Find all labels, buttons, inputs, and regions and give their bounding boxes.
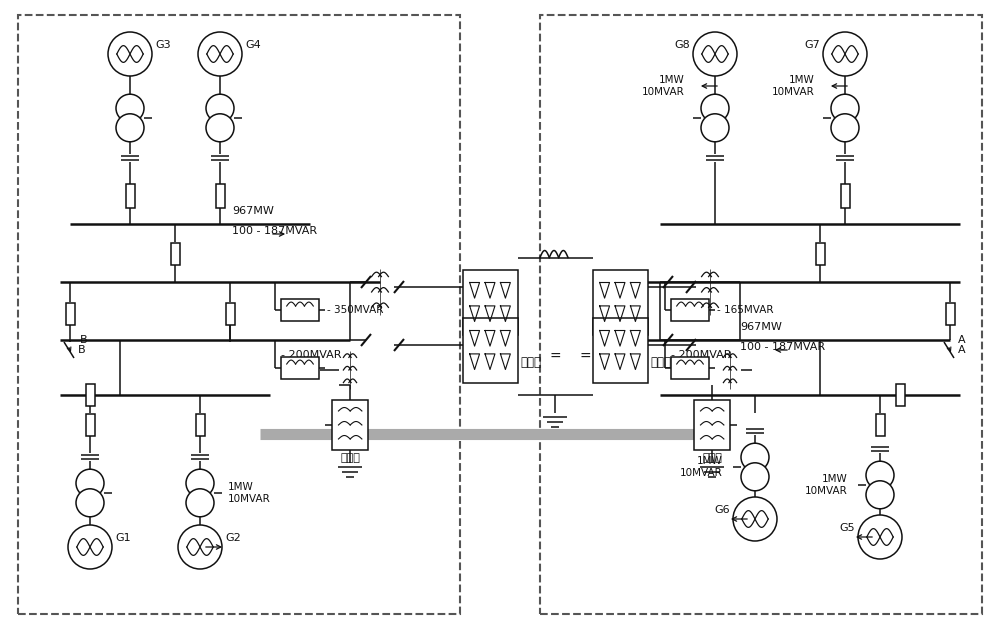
Bar xyxy=(671,299,709,321)
Text: 967MW: 967MW xyxy=(740,322,782,332)
Bar xyxy=(462,269,518,335)
Bar xyxy=(281,357,319,379)
Bar xyxy=(592,269,648,335)
Text: G8: G8 xyxy=(674,40,690,50)
Circle shape xyxy=(831,114,859,142)
Circle shape xyxy=(858,515,902,559)
Bar xyxy=(840,184,850,208)
Circle shape xyxy=(116,94,144,122)
Text: A: A xyxy=(958,335,966,345)
Text: - 165MVAR: - 165MVAR xyxy=(717,305,774,315)
Text: 1MW
10MVAR: 1MW 10MVAR xyxy=(772,75,815,97)
Bar xyxy=(592,318,648,382)
Bar xyxy=(86,384,94,406)
Text: 1MW
10MVAR: 1MW 10MVAR xyxy=(805,474,848,496)
Text: G3: G3 xyxy=(155,40,171,50)
Bar xyxy=(540,15,982,614)
Bar xyxy=(281,299,319,321)
Circle shape xyxy=(108,32,152,76)
Text: - 350MVAR: - 350MVAR xyxy=(327,305,383,315)
Bar xyxy=(876,414,885,436)
Circle shape xyxy=(186,489,214,517)
Circle shape xyxy=(206,94,234,122)
Bar xyxy=(694,400,730,450)
Text: G5: G5 xyxy=(839,523,855,533)
Bar xyxy=(66,303,74,325)
Bar xyxy=(226,303,234,325)
Bar xyxy=(896,384,904,406)
Circle shape xyxy=(823,32,867,76)
Text: G7: G7 xyxy=(804,40,820,50)
Text: B: B xyxy=(80,335,88,345)
Text: =: = xyxy=(549,350,561,364)
Text: 100 - 187MVAR: 100 - 187MVAR xyxy=(232,226,317,236)
Text: 100 - 187MVAR: 100 - 187MVAR xyxy=(740,342,825,352)
Circle shape xyxy=(186,469,214,497)
Bar xyxy=(816,243,824,265)
Text: 1MW
10MVAR: 1MW 10MVAR xyxy=(680,456,723,478)
Text: A: A xyxy=(958,345,966,355)
Text: G2: G2 xyxy=(225,533,241,543)
Circle shape xyxy=(693,32,737,76)
Text: - 200MVAR: - 200MVAR xyxy=(281,350,342,360)
Text: G6: G6 xyxy=(714,505,730,515)
Text: 整流器: 整流器 xyxy=(520,355,541,369)
Circle shape xyxy=(198,32,242,76)
Text: - 200MVAR: - 200MVAR xyxy=(671,350,732,360)
Text: G4: G4 xyxy=(245,40,261,50)
Circle shape xyxy=(741,463,769,491)
Text: 1MW
10MVAR: 1MW 10MVAR xyxy=(228,482,271,504)
Circle shape xyxy=(206,114,234,142)
Circle shape xyxy=(866,481,894,509)
Circle shape xyxy=(701,94,729,122)
Bar xyxy=(462,318,518,382)
Text: 逆变器: 逆变器 xyxy=(650,355,671,369)
Text: =: = xyxy=(579,350,591,364)
Circle shape xyxy=(178,525,222,569)
Bar xyxy=(216,184,224,208)
Bar xyxy=(126,184,134,208)
Circle shape xyxy=(701,114,729,142)
Text: 1MW
10MVAR: 1MW 10MVAR xyxy=(642,75,685,97)
Circle shape xyxy=(76,469,104,497)
Circle shape xyxy=(741,443,769,471)
Circle shape xyxy=(831,94,859,122)
Bar xyxy=(946,303,954,325)
Bar xyxy=(18,15,460,614)
Bar xyxy=(332,400,368,450)
Text: 滤波器: 滤波器 xyxy=(702,453,722,463)
Bar xyxy=(86,414,94,436)
Circle shape xyxy=(76,489,104,517)
Circle shape xyxy=(866,461,894,489)
Circle shape xyxy=(68,525,112,569)
Text: G1: G1 xyxy=(115,533,131,543)
Bar xyxy=(170,243,180,265)
Bar xyxy=(671,357,709,379)
Circle shape xyxy=(733,497,777,541)
Bar xyxy=(196,414,205,436)
Text: 967MW: 967MW xyxy=(232,206,274,216)
Text: 滤波器: 滤波器 xyxy=(340,453,360,463)
Circle shape xyxy=(116,114,144,142)
Text: B: B xyxy=(78,345,86,355)
